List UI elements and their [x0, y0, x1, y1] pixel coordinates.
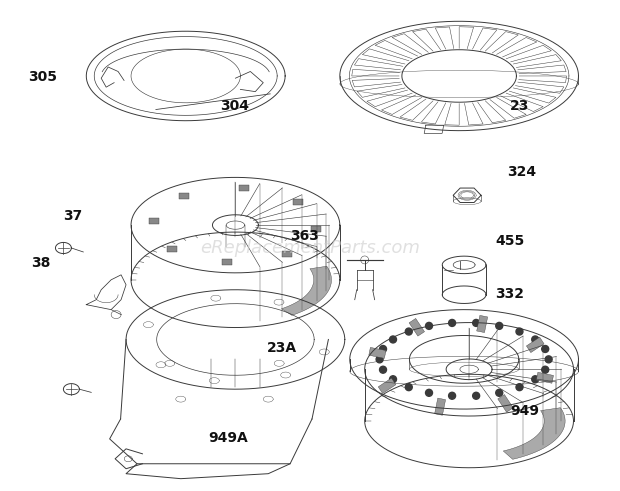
- Bar: [239, 185, 249, 191]
- Circle shape: [532, 376, 539, 382]
- Bar: [369, 348, 386, 358]
- Circle shape: [449, 392, 456, 399]
- Circle shape: [405, 328, 412, 335]
- Circle shape: [545, 356, 552, 363]
- Bar: [149, 218, 159, 224]
- Circle shape: [425, 323, 433, 329]
- Text: 23A: 23A: [267, 341, 297, 355]
- Circle shape: [389, 336, 397, 343]
- Bar: [435, 398, 446, 415]
- Circle shape: [449, 320, 456, 327]
- Circle shape: [376, 356, 383, 363]
- Text: 304: 304: [221, 99, 250, 113]
- Polygon shape: [503, 408, 565, 459]
- Text: 37: 37: [63, 209, 82, 223]
- Circle shape: [472, 320, 480, 327]
- Text: 455: 455: [495, 234, 524, 247]
- Text: 305: 305: [29, 70, 57, 84]
- Circle shape: [379, 366, 386, 373]
- Circle shape: [405, 383, 412, 391]
- Circle shape: [425, 389, 433, 396]
- Polygon shape: [281, 266, 332, 315]
- Text: eReplacementParts.com: eReplacementParts.com: [200, 239, 420, 257]
- Bar: [498, 395, 513, 412]
- Circle shape: [379, 346, 386, 353]
- Bar: [477, 315, 488, 332]
- Circle shape: [516, 328, 523, 335]
- Circle shape: [532, 336, 539, 343]
- Bar: [167, 246, 177, 252]
- Text: 23: 23: [510, 99, 529, 113]
- Circle shape: [542, 366, 549, 373]
- Text: 363: 363: [290, 229, 319, 243]
- Circle shape: [496, 389, 503, 396]
- Text: 949A: 949A: [208, 432, 248, 445]
- Circle shape: [542, 346, 549, 353]
- Bar: [526, 337, 544, 353]
- Text: 324: 324: [507, 165, 536, 179]
- Bar: [293, 198, 303, 205]
- Circle shape: [496, 323, 503, 329]
- Bar: [311, 226, 321, 232]
- Bar: [179, 193, 189, 199]
- Bar: [536, 372, 554, 383]
- Circle shape: [516, 383, 523, 391]
- Circle shape: [472, 392, 480, 399]
- Circle shape: [389, 376, 397, 382]
- Bar: [378, 378, 396, 393]
- Text: 332: 332: [495, 287, 524, 301]
- Text: 949: 949: [510, 405, 539, 418]
- Bar: [282, 251, 292, 257]
- Bar: [409, 319, 425, 336]
- Text: 38: 38: [32, 256, 51, 270]
- Bar: [223, 259, 232, 265]
